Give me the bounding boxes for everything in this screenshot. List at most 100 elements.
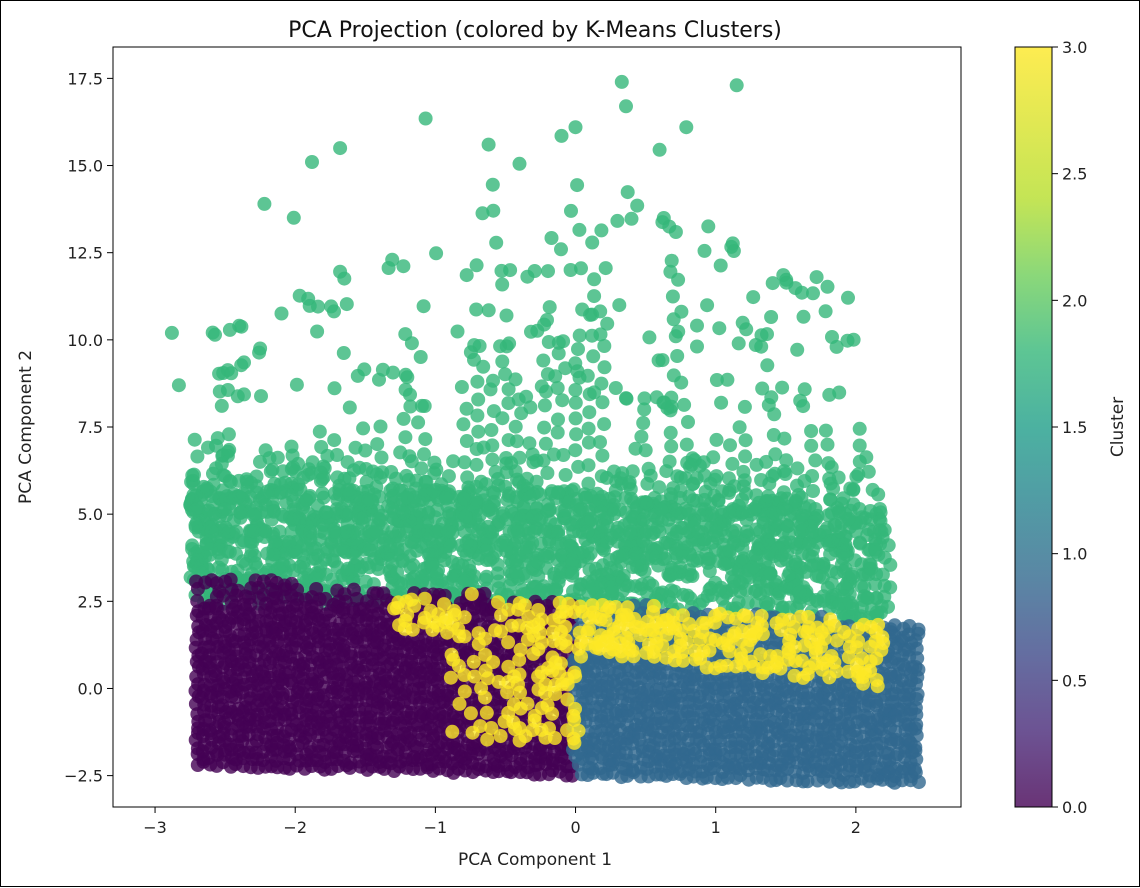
scatter-point-cluster-2 bbox=[340, 561, 355, 576]
scatter-point-cluster-2 bbox=[609, 562, 624, 577]
scatter-point-cluster-2 bbox=[842, 595, 857, 610]
scatter-point-cluster-2 bbox=[772, 586, 787, 601]
scatter-point-cluster-2 bbox=[806, 286, 820, 301]
x-tick-label: −2 bbox=[283, 818, 307, 837]
scatter-point-cluster-2 bbox=[399, 524, 414, 539]
scatter-point-cluster-2 bbox=[485, 177, 500, 192]
scatter-point-cluster-3 bbox=[754, 618, 769, 633]
scatter-point-cluster-2 bbox=[707, 472, 722, 487]
scatter-point-cluster-2 bbox=[759, 566, 774, 581]
scatter-point-cluster-2 bbox=[204, 524, 219, 539]
scatter-point-cluster-2 bbox=[361, 492, 376, 507]
scatter-point-cluster-2 bbox=[701, 219, 716, 234]
scatter-point-cluster-2 bbox=[402, 449, 417, 464]
scatter-point-cluster-2 bbox=[854, 557, 869, 572]
y-tick-label: 15.0 bbox=[67, 157, 103, 176]
scatter-point-cluster-3 bbox=[445, 724, 460, 739]
scatter-point-cluster-2 bbox=[313, 524, 328, 539]
scatter-point-cluster-2 bbox=[570, 364, 585, 379]
scatter-point-cluster-2 bbox=[551, 335, 566, 350]
scatter-point-cluster-2 bbox=[580, 524, 595, 539]
scatter-point-cluster-3 bbox=[484, 721, 499, 735]
scatter-point-cluster-2 bbox=[572, 222, 587, 237]
scatter-point-cluster-2 bbox=[260, 504, 275, 519]
scatter-point-cluster-3 bbox=[457, 684, 472, 699]
scatter-point-cluster-2 bbox=[400, 573, 415, 588]
scatter-point-cluster-2 bbox=[333, 141, 348, 156]
scatter-point-cluster-2 bbox=[537, 548, 552, 563]
scatter-point-cluster-2 bbox=[637, 564, 652, 579]
scatter-point-cluster-2 bbox=[700, 298, 715, 313]
scatter-point-cluster-2 bbox=[663, 487, 678, 502]
scatter-point-cluster-2 bbox=[301, 507, 316, 521]
scatter-points bbox=[164, 74, 926, 790]
scatter-point-cluster-2 bbox=[790, 461, 805, 476]
scatter-point-cluster-2 bbox=[754, 473, 769, 487]
scatter-point-cluster-3 bbox=[444, 647, 459, 662]
scatter-point-cluster-2 bbox=[390, 565, 405, 580]
scatter-point-cluster-2 bbox=[806, 484, 820, 498]
scatter-point-cluster-2 bbox=[748, 547, 763, 562]
scatter-point-cluster-2 bbox=[609, 550, 624, 565]
scatter-point-cluster-2 bbox=[508, 464, 523, 479]
scatter-point-cluster-2 bbox=[638, 495, 653, 510]
scatter-point-cluster-2 bbox=[569, 427, 584, 442]
scatter-point-cluster-2 bbox=[824, 576, 839, 591]
scatter-point-cluster-2 bbox=[809, 270, 824, 285]
scatter-point-cluster-2 bbox=[495, 354, 510, 369]
scatter-point-cluster-2 bbox=[777, 431, 792, 446]
scatter-point-cluster-0 bbox=[477, 586, 492, 601]
scatter-point-cluster-2 bbox=[566, 482, 581, 497]
scatter-point-cluster-2 bbox=[326, 524, 341, 539]
scatter-point-cluster-3 bbox=[464, 587, 479, 601]
scatter-point-cluster-2 bbox=[735, 315, 750, 330]
scatter-point-cluster-2 bbox=[821, 508, 836, 523]
x-tick-label: 2 bbox=[851, 818, 861, 837]
colorbar-tick-label: 2.5 bbox=[1062, 165, 1087, 184]
scatter-point-cluster-2 bbox=[164, 325, 179, 340]
colorbar-axis: 0.00.51.01.52.02.53.0 bbox=[1052, 38, 1087, 817]
scatter-point-cluster-2 bbox=[662, 454, 677, 469]
scatter-point-cluster-2 bbox=[414, 461, 429, 476]
scatter-point-cluster-3 bbox=[512, 667, 527, 682]
scatter-point-cluster-2 bbox=[584, 512, 599, 527]
scatter-point-cluster-2 bbox=[571, 459, 586, 474]
scatter-point-cluster-2 bbox=[373, 419, 388, 434]
scatter-point-cluster-2 bbox=[790, 478, 804, 493]
scatter-point-cluster-2 bbox=[471, 392, 486, 407]
scatter-point-cluster-2 bbox=[681, 503, 696, 518]
scatter-point-cluster-3 bbox=[457, 629, 472, 644]
scatter-point-cluster-2 bbox=[656, 211, 671, 225]
scatter-point-cluster-3 bbox=[655, 638, 670, 653]
scatter-point-cluster-2 bbox=[881, 538, 896, 553]
scatter-point-cluster-2 bbox=[529, 474, 544, 489]
scatter-point-cluster-2 bbox=[513, 511, 528, 526]
scatter-point-cluster-2 bbox=[519, 540, 534, 555]
scatter-point-cluster-3 bbox=[567, 665, 582, 680]
scatter-point-cluster-2 bbox=[831, 470, 846, 485]
scatter-point-cluster-2 bbox=[581, 458, 596, 473]
scatter-point-cluster-2 bbox=[587, 272, 602, 287]
scatter-point-cluster-2 bbox=[776, 485, 791, 500]
scatter-point-cluster-2 bbox=[499, 308, 514, 323]
scatter-point-cluster-2 bbox=[664, 439, 679, 454]
scatter-point-cluster-2 bbox=[253, 341, 268, 356]
scatter-point-cluster-2 bbox=[413, 350, 428, 364]
scatter-point-cluster-2 bbox=[836, 546, 851, 561]
scatter-point-cluster-2 bbox=[713, 258, 728, 273]
scatter-point-cluster-2 bbox=[663, 425, 678, 440]
y-tick-label: 17.5 bbox=[67, 69, 103, 88]
scatter-point-cluster-3 bbox=[582, 622, 596, 637]
scatter-point-cluster-2 bbox=[289, 377, 304, 392]
scatter-point-cluster-2 bbox=[340, 455, 355, 470]
scatter-point-cluster-2 bbox=[642, 330, 657, 345]
scatter-point-cluster-2 bbox=[620, 185, 635, 200]
scatter-point-cluster-2 bbox=[232, 473, 246, 488]
scatter-point-cluster-2 bbox=[209, 438, 223, 453]
scatter-point-cluster-2 bbox=[459, 547, 474, 562]
scatter-point-cluster-2 bbox=[270, 450, 285, 465]
scatter-point-cluster-3 bbox=[646, 598, 661, 613]
scatter-point-cluster-2 bbox=[682, 489, 697, 504]
scatter-point-cluster-2 bbox=[593, 435, 607, 450]
scatter-point-cluster-2 bbox=[340, 524, 355, 539]
